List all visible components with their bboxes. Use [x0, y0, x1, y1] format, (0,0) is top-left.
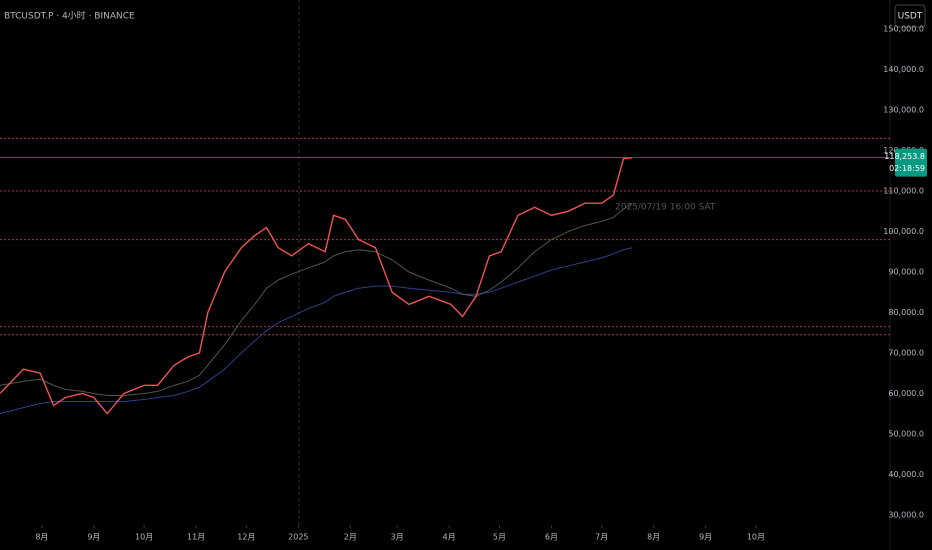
last-price-label: 118,253.8 — [884, 152, 925, 161]
y-tick-label: 70,000.0 — [888, 348, 924, 357]
x-tick-label: 5月 — [493, 533, 506, 542]
countdown: 02:18:59 — [889, 164, 925, 173]
y-tick-label: 90,000.0 — [888, 268, 924, 277]
series-line — [0, 202, 633, 396]
last-price-box — [895, 148, 927, 177]
x-tick-label: 2025 — [288, 533, 308, 542]
y-tick-label: 110,000.0 — [883, 187, 924, 196]
x-tick-label: 7月 — [595, 533, 608, 542]
currency-button[interactable] — [894, 4, 926, 28]
x-tick-label: 10月 — [135, 533, 153, 542]
x-tick-label: 6月 — [545, 533, 558, 542]
y-tick-label: 80,000.0 — [888, 308, 924, 317]
y-tick-label: 60,000.0 — [888, 389, 924, 398]
y-tick-label: 50,000.0 — [888, 429, 924, 438]
x-tick-label: 11月 — [187, 533, 205, 542]
x-tick-label: 9月 — [87, 533, 100, 542]
symbol-title: BTCUSDT.P · 4小时 · BINANCE — [4, 10, 135, 22]
x-tick-label: 2月 — [344, 533, 357, 542]
series-line — [0, 156, 632, 415]
x-tick-label: 4月 — [443, 533, 456, 542]
y-tick-label: 140,000.0 — [883, 65, 924, 74]
y-tick-label: 40,000.0 — [888, 470, 924, 479]
currency-button-label[interactable]: USDT — [898, 12, 923, 22]
y-tick-label: 100,000.0 — [883, 227, 924, 236]
y-tick-label: 150,000.0 — [883, 25, 924, 34]
x-tick-label: 8月 — [647, 533, 660, 542]
y-tick-label: 130,000.0 — [883, 106, 924, 115]
x-tick-label: 3月 — [391, 533, 404, 542]
x-tick-label: 10月 — [747, 533, 765, 542]
y-tick-label: 30,000.0 — [888, 510, 924, 519]
x-tick-label: 8月 — [35, 533, 48, 542]
x-tick-label: 9月 — [699, 533, 712, 542]
x-tick-label: 12月 — [237, 533, 255, 542]
annotation: 2025/07/19 16:00 SAT — [615, 203, 716, 213]
series-line — [0, 247, 633, 415]
